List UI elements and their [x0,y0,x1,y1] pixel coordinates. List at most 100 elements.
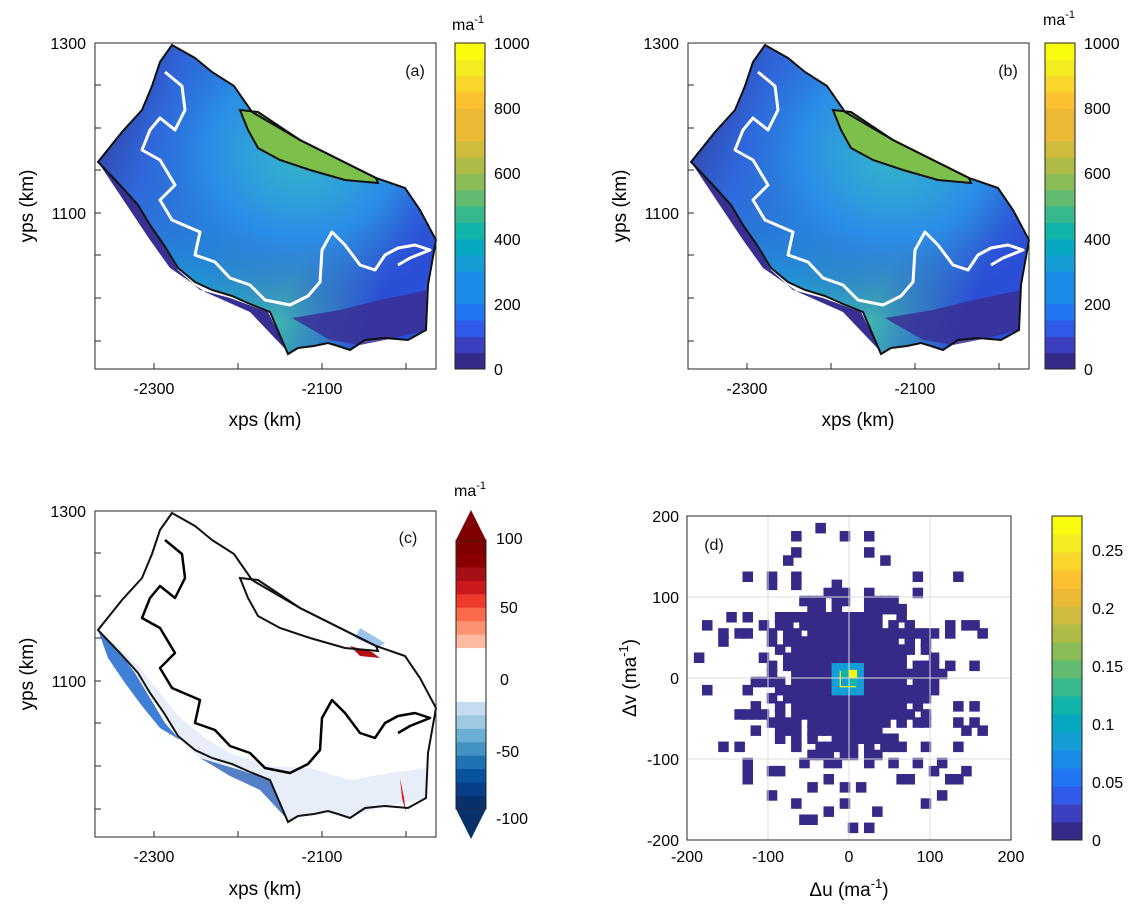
histogram-bin [750,701,762,712]
colorbar-segment [1052,822,1082,841]
colorbar-segment [1045,75,1075,93]
histogram-bin [815,611,826,623]
histogram-bin [807,660,818,672]
panel-c-colorbar-ticklabels: -100 -50 0 50 100 [496,531,528,828]
histogram-bin [766,579,778,591]
histogram-bin [936,790,948,801]
colorbar-segment [1052,804,1082,823]
histogram-bin [701,684,713,696]
colorbar-segment [1045,352,1075,370]
histogram-bin [863,741,875,753]
histogram-bin [807,676,818,688]
colorbar-segment [456,701,486,716]
histogram-bin [831,692,843,704]
histogram-bin [847,684,859,696]
panel-a-cbar-tick: 0 [494,362,503,379]
histogram-bin [912,676,924,688]
colorbar-segment [456,674,486,689]
histogram-bin [734,709,745,720]
colorbar-segment [455,352,485,370]
histogram-bin [799,668,810,680]
colorbar-segment [456,714,486,729]
panel-b-label: (b) [998,63,1018,80]
histogram-bin [953,701,964,712]
panel-a-grounding-line [140,70,432,307]
colorbar-segment [456,687,486,702]
panel-a-label: (a) [405,63,425,80]
panel-b-ytick: 1100 [645,206,680,223]
histogram-bin [807,620,818,631]
histogram-bin [855,636,867,647]
histogram-bin [928,628,940,639]
histogram-bin [863,684,875,696]
histogram-bin [774,676,786,688]
panel-a-cbar-tick: 600 [494,166,521,183]
histogram-bin [823,701,835,712]
histogram-bin [928,676,940,688]
histogram-bin [823,806,835,817]
histogram-bin [799,595,810,607]
histogram-bin [766,692,778,704]
colorbar-segment [455,271,485,288]
histogram-bin [961,620,972,631]
histogram-bin [855,660,867,672]
histogram-bin [953,741,964,753]
histogram-bin [831,644,843,655]
histogram-bin [888,757,899,769]
panel-b-cbar-tick: 800 [1084,101,1111,118]
histogram-bin [904,620,916,631]
histogram-bin [880,692,891,704]
histogram-bin [839,733,851,745]
histogram-bin [896,603,907,615]
histogram-bin [863,620,875,631]
histogram-bin [904,644,916,655]
colorbar-segment [1045,91,1075,109]
histogram-bin [831,725,843,736]
panel-b-fast-core [691,45,1029,354]
histogram-bin [888,692,899,704]
histogram-bin [742,628,754,639]
histogram-bin [823,717,835,728]
histogram-bin [734,628,745,639]
histogram-bin [766,571,778,583]
histogram-bin [782,555,794,566]
colorbar-segment [1045,303,1075,321]
panel-d-grid [687,516,1011,840]
panel-d-axes-box [686,515,1012,841]
panel-b-axes-box [687,42,1030,370]
histogram-bin [774,611,786,623]
histogram-bin [863,676,875,688]
histogram-bin [863,547,875,558]
panel-b-cbar-tick: 400 [1084,232,1111,249]
histogram-bin [863,603,875,615]
histogram-bin [888,684,899,696]
histogram-bin [799,636,810,647]
panel-c-xtick: -2300 [134,849,175,866]
histogram-bin [847,611,859,623]
histogram-bin [920,660,932,672]
histogram-bin [904,684,916,696]
panel-c-ytick: 1300 [50,504,86,521]
histogram-bin [831,587,843,599]
histogram-bin [823,684,835,696]
histogram-bin [831,717,843,728]
histogram-bin [791,571,802,583]
histogram-bin [718,741,729,753]
colorbar-segment [1045,320,1075,337]
histogram-bin [766,790,778,801]
histogram-bin [912,660,924,672]
panel-a-colorbar [454,42,486,370]
histogram-bin [774,684,786,696]
histogram-bin [807,701,818,712]
histogram-bin [831,668,843,680]
histogram-bin [896,741,907,753]
histogram-bin [839,652,851,664]
histogram-bin [863,668,875,680]
colorbar-segment [456,607,486,622]
colorbar-segment [1052,534,1082,553]
histogram-bin [944,773,956,785]
histogram-bin [863,587,875,599]
panel-c-ticks [95,552,407,837]
colorbar-segment [1045,124,1075,142]
colorbar-segment [1052,570,1082,589]
